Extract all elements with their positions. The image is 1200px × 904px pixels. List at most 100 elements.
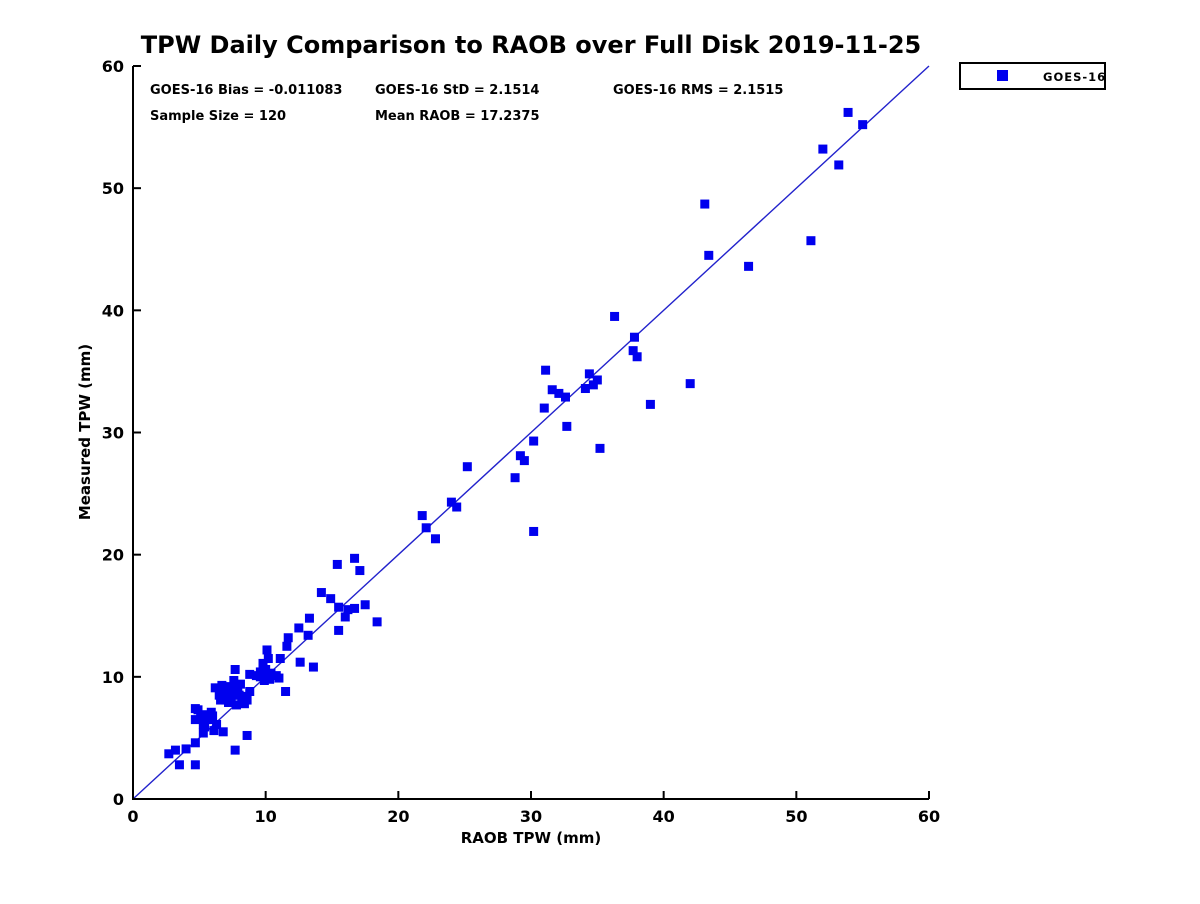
legend-label: GOES-16	[1043, 70, 1106, 84]
scatter-point	[164, 749, 174, 759]
legend-box	[959, 62, 1106, 90]
scatter-point	[266, 668, 276, 678]
scatter-point	[355, 566, 365, 576]
scatter-point	[554, 388, 564, 398]
scatter-point	[258, 658, 268, 668]
x-tick-label: 50	[785, 807, 807, 826]
scatter-point	[588, 380, 598, 390]
scatter-point	[245, 669, 255, 679]
scatter-point	[584, 369, 594, 379]
scatter-point	[372, 617, 382, 627]
scatter-point	[462, 462, 472, 472]
scatter-point	[541, 365, 551, 375]
scatter-point	[231, 700, 241, 710]
scatter-point	[190, 738, 200, 748]
stat-sample-size: Sample Size = 120	[150, 109, 286, 124]
x-tick-label: 40	[653, 807, 675, 826]
scatter-point	[529, 526, 539, 536]
scatter-point	[214, 690, 224, 700]
y-tick-label: 30	[102, 424, 124, 443]
scatter-point	[595, 443, 605, 453]
scatter-point	[350, 603, 360, 613]
x-axis-label: RAOB TPW (mm)	[461, 829, 602, 847]
scatter-point	[529, 436, 539, 446]
plot-area: 0 10 20 30 40 50 60 0 10 20 30 40 50 60	[102, 57, 940, 826]
x-tick-label: 60	[918, 807, 940, 826]
y-tick-label: 10	[102, 668, 124, 687]
scatter-point	[560, 392, 570, 402]
scatter-point	[446, 497, 456, 507]
scatter-point	[628, 346, 638, 356]
scatter-point	[174, 760, 184, 770]
scatter-point	[303, 630, 313, 640]
scatter-point	[181, 744, 191, 754]
scatter-point	[452, 502, 462, 512]
axes-lines	[132, 66, 929, 800]
scatter-point	[350, 553, 360, 563]
scatter-point	[210, 683, 220, 693]
scatter-point	[308, 662, 318, 672]
scatter-point	[704, 250, 714, 260]
scatter-point	[229, 675, 239, 685]
scatter-point	[200, 722, 210, 732]
scatter-point	[562, 421, 572, 431]
scatter-point	[858, 120, 868, 130]
scatter-point	[645, 399, 655, 409]
scatter-point	[592, 375, 602, 385]
scatter-point	[332, 559, 342, 569]
scatter-point	[208, 711, 218, 721]
scatter-point	[421, 523, 431, 533]
scatter-point	[216, 695, 226, 705]
scatter-point	[334, 625, 344, 635]
x-tick-label: 0	[127, 807, 138, 826]
scatter-point	[255, 672, 265, 682]
scatter-point	[700, 199, 710, 209]
y-tick-label: 50	[102, 179, 124, 198]
scatter-point	[265, 674, 275, 684]
scatter-point	[282, 641, 292, 651]
scatter-point	[744, 261, 754, 271]
scatter-point	[212, 719, 222, 729]
scatter-point	[231, 684, 241, 694]
scatter-point	[510, 473, 520, 483]
scatter-point	[834, 160, 844, 170]
x-tick-label: 10	[255, 807, 277, 826]
scatter-point	[515, 451, 525, 461]
scatter-point	[196, 712, 206, 722]
scatter-point	[281, 686, 291, 696]
y-tick-label: 0	[113, 790, 124, 809]
scatter-point	[222, 685, 232, 695]
scatter-point	[360, 600, 370, 610]
scatter-point	[539, 403, 549, 413]
scatter-point	[224, 697, 234, 707]
scatter-point	[190, 704, 200, 714]
scatter-point	[818, 144, 828, 154]
scatter-point	[245, 686, 255, 696]
scatter-point	[235, 679, 245, 689]
x-tick-label: 20	[387, 807, 409, 826]
scatter-point	[343, 605, 353, 615]
y-tick-label: 60	[102, 57, 124, 76]
y-tick-label: 20	[102, 546, 124, 565]
y-tick-label: 40	[102, 301, 124, 320]
stat-rms: GOES-16 RMS = 2.1515	[613, 83, 783, 98]
scatter-point	[632, 352, 642, 362]
scatter-point	[275, 654, 285, 664]
scatter-point	[190, 760, 200, 770]
scatter-point	[843, 107, 853, 117]
scatter-point	[430, 534, 440, 544]
scatter-point	[242, 695, 252, 705]
scatter-point	[230, 665, 240, 675]
scatter-point	[230, 745, 240, 755]
scatter-point	[255, 667, 265, 677]
scatter-point	[218, 727, 228, 737]
scatter-point	[262, 645, 272, 655]
x-tick-label: 30	[520, 807, 542, 826]
scatter-point	[217, 680, 227, 690]
scatter-point	[198, 728, 208, 738]
scatter-point	[685, 379, 695, 389]
scatter-point	[209, 726, 219, 736]
scatter-point	[316, 588, 326, 598]
